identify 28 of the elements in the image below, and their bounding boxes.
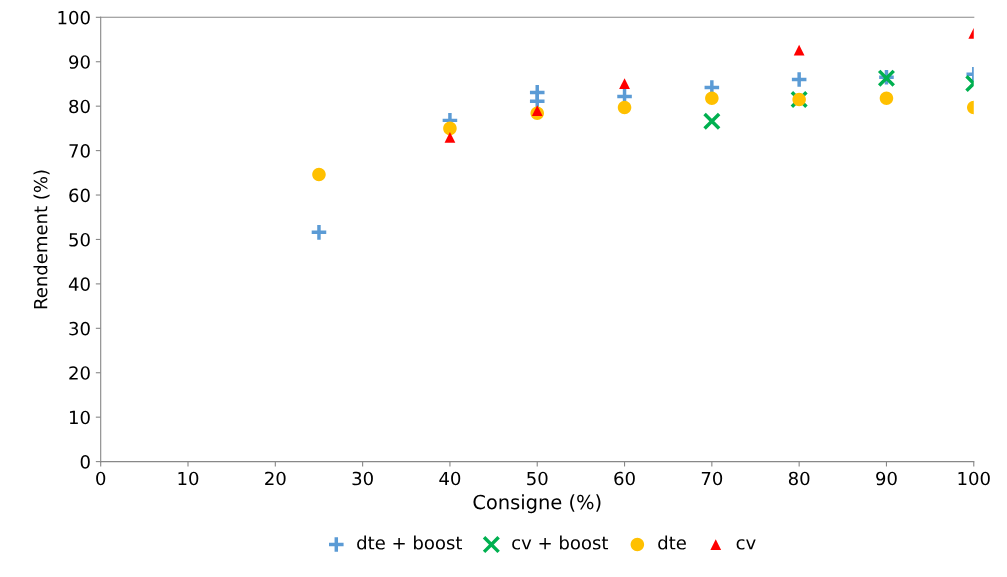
x-tick-label: 0 <box>96 471 106 486</box>
y-tick-label: 60 <box>69 188 90 203</box>
y-tick-label: 50 <box>69 232 90 247</box>
x-tick-label: 100 <box>958 471 990 486</box>
x-tick-label: 30 <box>352 471 373 486</box>
y-tick-label: 10 <box>69 410 90 425</box>
x-tick-label: 40 <box>439 471 461 486</box>
x-tick-label: 10 <box>178 471 199 486</box>
x-tick-label: 90 <box>876 471 897 486</box>
y-tick-label: 40 <box>68 277 90 291</box>
x-axis-title: Consigne (%) <box>473 494 601 514</box>
y-tick-label: 80 <box>69 99 90 114</box>
y-tick-label: 100 <box>58 10 90 25</box>
x-tick-label: 60 <box>614 471 635 486</box>
legend-label: cv <box>736 539 756 550</box>
x-tick-label: 50 <box>527 471 548 486</box>
y-axis-title: Rendement (%) <box>33 170 50 309</box>
y-tick-label: 70 <box>69 144 90 158</box>
y-tick-label: 0 <box>80 455 90 469</box>
legend-label: dte + boost <box>357 535 463 550</box>
legend-label: cv + boost <box>512 535 609 550</box>
y-tick-label: 20 <box>69 366 90 380</box>
x-tick-label: 70 <box>701 471 723 486</box>
y-tick-label: 30 <box>69 321 90 336</box>
legend-label: dte <box>658 535 686 550</box>
y-tick-label: 90 <box>69 55 90 69</box>
x-tick-label: 80 <box>788 471 810 486</box>
x-tick-label: 20 <box>265 471 286 486</box>
